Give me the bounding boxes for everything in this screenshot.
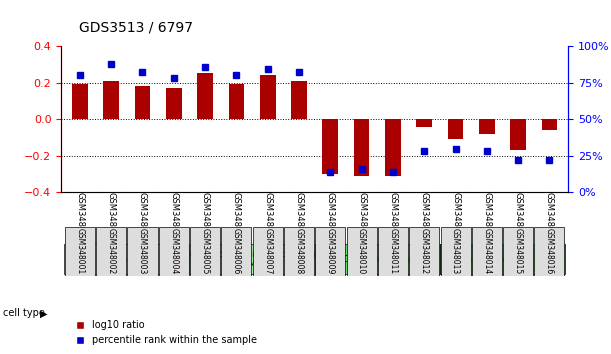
Bar — [72, 85, 88, 119]
FancyBboxPatch shape — [503, 227, 533, 276]
Legend: log10 ratio, percentile rank within the sample: log10 ratio, percentile rank within the … — [66, 316, 261, 349]
Text: GSM348012: GSM348012 — [420, 193, 429, 243]
Text: GSM348008: GSM348008 — [295, 228, 304, 274]
FancyBboxPatch shape — [253, 227, 283, 276]
FancyBboxPatch shape — [441, 227, 470, 276]
Text: GSM348002: GSM348002 — [107, 228, 115, 274]
Text: GSM348015: GSM348015 — [514, 193, 522, 243]
Text: GSM348006: GSM348006 — [232, 228, 241, 275]
Text: GSM348003: GSM348003 — [138, 228, 147, 275]
Text: CMs from fetal hearts: CMs from fetal hearts — [453, 255, 551, 264]
FancyBboxPatch shape — [440, 244, 565, 274]
Text: GSM348014: GSM348014 — [482, 193, 491, 243]
Text: GSM348001: GSM348001 — [75, 193, 84, 243]
Text: GSM348002: GSM348002 — [107, 193, 115, 243]
Text: GSM348004: GSM348004 — [169, 193, 178, 243]
Text: GSM348011: GSM348011 — [389, 193, 397, 243]
FancyBboxPatch shape — [221, 227, 252, 276]
FancyBboxPatch shape — [189, 244, 315, 274]
FancyBboxPatch shape — [128, 227, 158, 276]
Bar — [323, 119, 338, 174]
Text: GSM348010: GSM348010 — [357, 228, 366, 274]
Bar — [197, 74, 213, 119]
Bar — [510, 119, 526, 150]
Text: GSM348004: GSM348004 — [169, 228, 178, 275]
Bar — [417, 119, 432, 126]
Text: GSM348006: GSM348006 — [232, 193, 241, 243]
Text: GSM348007: GSM348007 — [263, 193, 273, 243]
Text: GSM348014: GSM348014 — [482, 228, 491, 274]
FancyBboxPatch shape — [190, 227, 220, 276]
Text: GSM348015: GSM348015 — [514, 228, 522, 274]
FancyBboxPatch shape — [535, 227, 565, 276]
Bar — [134, 86, 150, 119]
FancyBboxPatch shape — [284, 227, 314, 276]
Bar — [541, 119, 557, 130]
FancyBboxPatch shape — [346, 227, 376, 276]
Text: GSM348008: GSM348008 — [295, 193, 304, 243]
Bar — [229, 85, 244, 119]
Bar — [448, 119, 463, 139]
Bar — [479, 119, 495, 134]
Text: cell type: cell type — [3, 308, 45, 318]
Text: GSM348010: GSM348010 — [357, 193, 366, 243]
FancyBboxPatch shape — [65, 227, 95, 276]
FancyBboxPatch shape — [472, 227, 502, 276]
Bar — [103, 81, 119, 119]
Bar — [354, 119, 370, 176]
Text: GSM348007: GSM348007 — [263, 228, 273, 275]
Bar — [166, 88, 181, 119]
Bar — [291, 81, 307, 119]
Text: GSM348013: GSM348013 — [451, 228, 460, 274]
FancyBboxPatch shape — [409, 227, 439, 276]
Text: GSM348011: GSM348011 — [389, 228, 397, 274]
Text: GSM348009: GSM348009 — [326, 193, 335, 243]
Text: GSM348005: GSM348005 — [200, 193, 210, 243]
FancyBboxPatch shape — [159, 227, 189, 276]
Text: GSM348001: GSM348001 — [75, 228, 84, 274]
Text: CMs from ESCs: CMs from ESCs — [343, 255, 411, 264]
FancyBboxPatch shape — [378, 227, 408, 276]
FancyBboxPatch shape — [64, 244, 189, 274]
Text: GSM348013: GSM348013 — [451, 193, 460, 243]
Text: ESCs: ESCs — [115, 255, 138, 264]
Text: embryoid bodies w/ beating
CMs: embryoid bodies w/ beating CMs — [189, 250, 315, 269]
Text: GSM348016: GSM348016 — [545, 228, 554, 274]
Text: GSM348009: GSM348009 — [326, 228, 335, 275]
FancyBboxPatch shape — [315, 227, 345, 276]
FancyBboxPatch shape — [96, 227, 126, 276]
Bar — [385, 119, 401, 176]
FancyBboxPatch shape — [315, 244, 440, 274]
Text: GSM348003: GSM348003 — [138, 193, 147, 243]
Text: GDS3513 / 6797: GDS3513 / 6797 — [79, 21, 194, 35]
Text: GSM348012: GSM348012 — [420, 228, 429, 274]
Text: ▶: ▶ — [40, 308, 47, 318]
Text: GSM348016: GSM348016 — [545, 193, 554, 243]
Text: GSM348005: GSM348005 — [200, 228, 210, 275]
Bar — [260, 75, 276, 119]
